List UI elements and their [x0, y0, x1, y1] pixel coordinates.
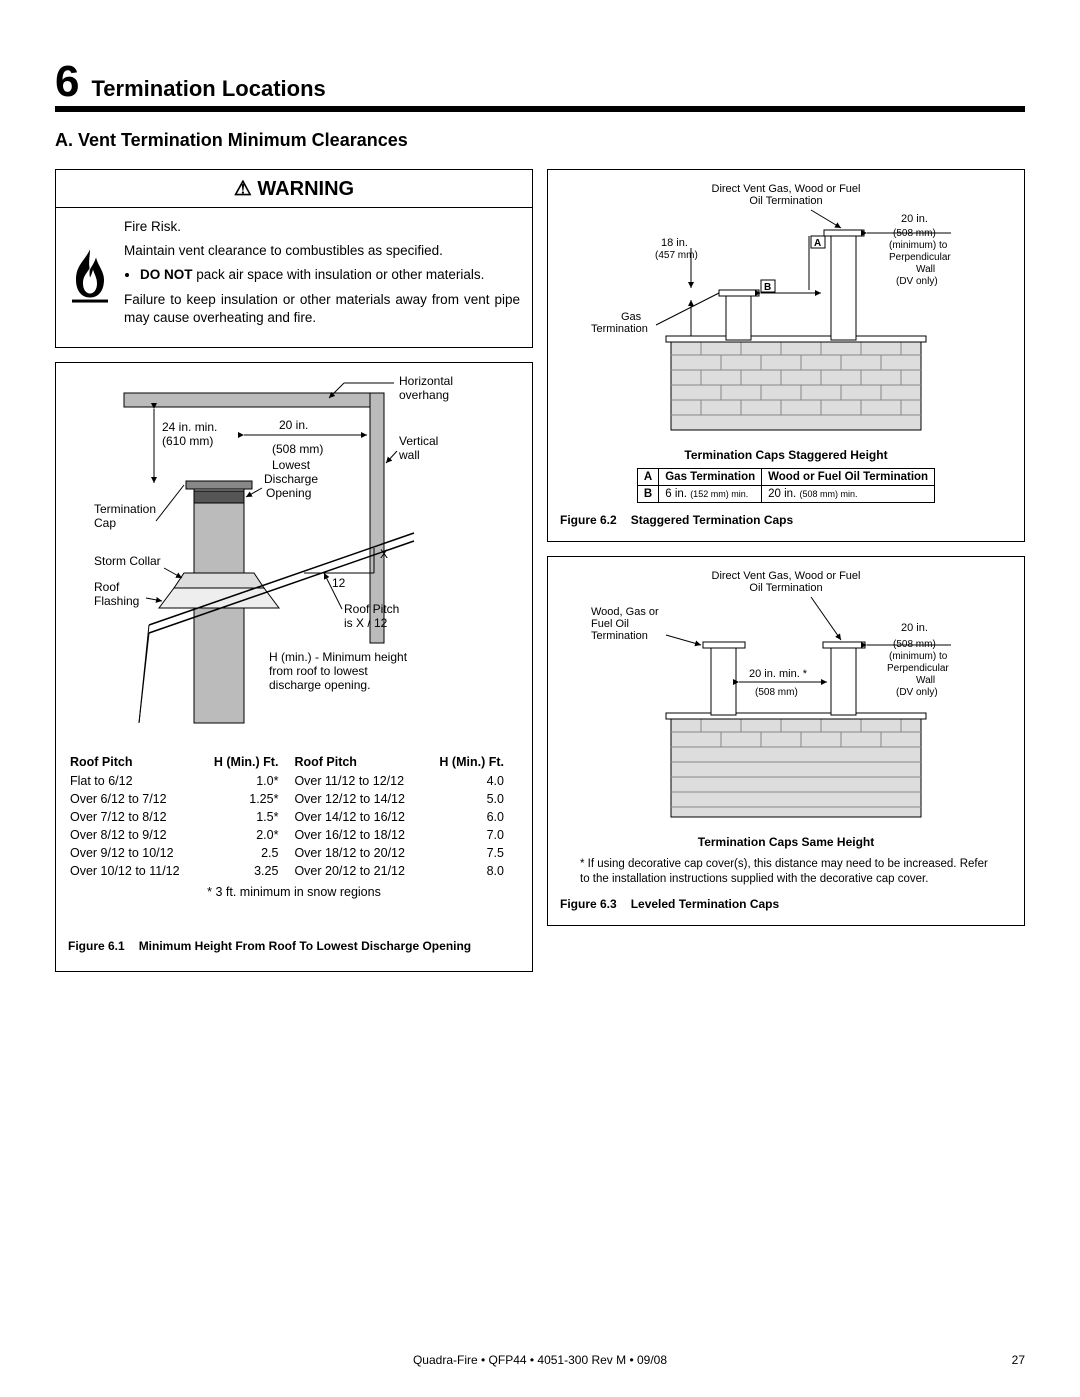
svg-text:20 in.: 20 in. — [279, 418, 308, 432]
svg-text:Perpendicular: Perpendicular — [889, 252, 951, 263]
svg-text:is X / 12: is X / 12 — [344, 616, 388, 630]
svg-text:Lowest: Lowest — [272, 458, 311, 472]
svg-text:Wall: Wall — [916, 264, 935, 275]
svg-text:24 in. min.: 24 in. min. — [162, 420, 217, 434]
svg-text:Horizontal: Horizontal — [399, 374, 453, 388]
fig62-caption: Figure 6.2Staggered Termination Caps — [560, 513, 1012, 527]
svg-text:(DV only): (DV only) — [896, 276, 938, 287]
svg-text:Opening: Opening — [266, 486, 311, 500]
warning-header: ⚠ WARNING — [56, 170, 532, 208]
section-number: 6 — [55, 60, 79, 104]
content-columns: ⚠ WARNING Fire Risk. Maintain vent clear… — [55, 169, 1025, 986]
svg-text:B: B — [764, 282, 771, 293]
fig63-caption: Figure 6.3Leveled Termination Caps — [560, 897, 1012, 911]
svg-text:Oil Termination: Oil Termination — [749, 582, 822, 594]
svg-text:discharge opening.: discharge opening. — [269, 678, 370, 692]
fig61-caption: Figure 6.1Minimum Height From Roof To Lo… — [68, 939, 520, 953]
th-hmin: H (Min.) Ft. — [200, 753, 292, 771]
svg-text:Direct Vent Gas, Wood or Fuel: Direct Vent Gas, Wood or Fuel — [712, 570, 861, 582]
svg-text:Vertical: Vertical — [399, 434, 438, 448]
page-footer: Quadra-Fire • QFP44 • 4051-300 Rev M • 0… — [0, 1353, 1080, 1367]
svg-text:Roof: Roof — [94, 580, 120, 594]
warning-text: Fire Risk. Maintain vent clearance to co… — [124, 218, 520, 333]
asterisk-note: * If using decorative cap cover(s), this… — [580, 857, 992, 887]
svg-text:(508 mm): (508 mm) — [755, 687, 798, 698]
svg-text:Roof Pitch: Roof Pitch — [344, 602, 399, 616]
fig62-diagram: Direct Vent Gas, Wood or Fuel Oil Termin… — [571, 180, 1001, 440]
svg-text:wall: wall — [398, 448, 420, 462]
svg-text:12: 12 — [332, 576, 346, 590]
section-title: Termination Locations — [91, 76, 325, 102]
svg-text:Oil Termination: Oil Termination — [749, 195, 822, 207]
svg-text:(610 mm): (610 mm) — [162, 434, 213, 448]
svg-text:Gas: Gas — [621, 311, 642, 323]
svg-text:Fuel Oil: Fuel Oil — [591, 618, 629, 630]
fire-risk: Fire Risk. — [124, 218, 520, 236]
th-roof-pitch: Roof Pitch — [70, 753, 198, 771]
svg-text:X: X — [380, 547, 388, 561]
do-not-bullet: DO NOT pack air space with insulation or… — [140, 266, 520, 284]
svg-text:(DV only): (DV only) — [896, 687, 938, 698]
section-header: 6 Termination Locations — [55, 60, 1025, 112]
svg-text:Termination: Termination — [591, 630, 648, 642]
svg-text:Termination: Termination — [591, 323, 648, 335]
figure-6-1: Horizontal overhang 24 in. min. (610 mm)… — [55, 362, 533, 972]
svg-text:Wall: Wall — [916, 675, 935, 686]
svg-text:Termination: Termination — [94, 502, 156, 516]
svg-text:(508 mm): (508 mm) — [272, 442, 323, 456]
snow-note: * 3 ft. minimum in snow regions — [68, 885, 520, 899]
svg-text:(minimum) to: (minimum) to — [889, 651, 948, 662]
svg-text:Perpendicular: Perpendicular — [887, 663, 949, 674]
fig63-diagram: Direct Vent Gas, Wood or Fuel Oil Termin… — [571, 567, 1001, 827]
right-column: Direct Vent Gas, Wood or Fuel Oil Termin… — [547, 169, 1025, 986]
svg-text:Direct Vent Gas, Wood or Fuel: Direct Vent Gas, Wood or Fuel — [712, 183, 861, 195]
svg-text:A: A — [814, 238, 821, 249]
pitch-table: Roof Pitch H (Min.) Ft. Roof Pitch H (Mi… — [68, 751, 520, 881]
svg-text:18 in.: 18 in. — [661, 237, 688, 249]
svg-text:20 in.: 20 in. — [901, 213, 928, 225]
svg-text:(457 mm): (457 mm) — [655, 250, 698, 261]
warning-body: Fire Risk. Maintain vent clearance to co… — [56, 208, 532, 347]
svg-text:Discharge: Discharge — [264, 472, 318, 486]
fig63-diag-title: Termination Caps Same Height — [560, 835, 1012, 849]
ab-table: AGas TerminationWood or Fuel Oil Termina… — [637, 468, 935, 503]
svg-text:(minimum) to: (minimum) to — [889, 240, 948, 251]
figure-6-3: Direct Vent Gas, Wood or Fuel Oil Termin… — [547, 556, 1025, 926]
failure-text: Failure to keep insulation or other mate… — [124, 291, 520, 327]
svg-text:Flashing: Flashing — [94, 594, 139, 608]
svg-text:20 in. min. *: 20 in. min. * — [749, 668, 808, 680]
svg-text:overhang: overhang — [399, 388, 449, 402]
maintain-text: Maintain vent clearance to combustibles … — [124, 242, 520, 260]
page-number: 27 — [1012, 1353, 1025, 1367]
svg-text:Storm Collar: Storm Collar — [94, 554, 161, 568]
th-hmin-2: H (Min.) Ft. — [426, 753, 518, 771]
svg-text:H (min.) - Minimum height: H (min.) - Minimum height — [269, 650, 408, 664]
svg-text:Cap: Cap — [94, 516, 116, 530]
th-roof-pitch-2: Roof Pitch — [294, 753, 423, 771]
svg-text:from roof to lowest: from roof to lowest — [269, 664, 368, 678]
subsection-title: A. Vent Termination Minimum Clearances — [55, 130, 1025, 151]
left-column: ⚠ WARNING Fire Risk. Maintain vent clear… — [55, 169, 533, 986]
fig61-diagram: Horizontal overhang 24 in. min. (610 mm)… — [84, 373, 504, 743]
figure-6-2: Direct Vent Gas, Wood or Fuel Oil Termin… — [547, 169, 1025, 542]
flame-icon — [66, 218, 114, 333]
svg-text:(508 mm): (508 mm) — [893, 228, 936, 239]
svg-text:Wood, Gas or: Wood, Gas or — [591, 606, 659, 618]
svg-text:(508 mm): (508 mm) — [893, 639, 936, 650]
warning-box: ⚠ WARNING Fire Risk. Maintain vent clear… — [55, 169, 533, 348]
svg-text:20 in.: 20 in. — [901, 622, 928, 634]
fig62-diag-title: Termination Caps Staggered Height — [560, 448, 1012, 462]
